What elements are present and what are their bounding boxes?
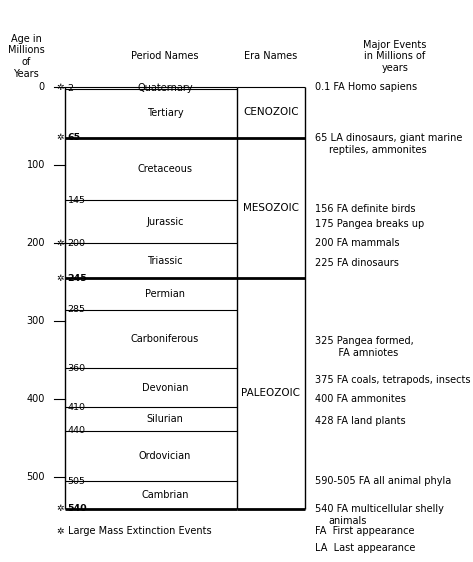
Text: 65 LA dinosaurs, giant marine: 65 LA dinosaurs, giant marine — [315, 133, 462, 143]
Text: 400: 400 — [26, 395, 45, 404]
Text: Age in
Millions
of
Years: Age in Millions of Years — [8, 34, 44, 79]
Text: 2: 2 — [68, 84, 74, 93]
Text: 0: 0 — [39, 82, 45, 92]
Text: 200: 200 — [68, 239, 86, 248]
Text: ✲: ✲ — [57, 133, 64, 142]
Text: Major Events
in Millions of
years: Major Events in Millions of years — [363, 39, 427, 73]
Text: 500: 500 — [26, 473, 45, 482]
Text: Large Mass Extinction Events: Large Mass Extinction Events — [68, 526, 211, 536]
Text: ✲: ✲ — [57, 83, 64, 92]
Text: reptiles, ammonites: reptiles, ammonites — [329, 145, 426, 155]
Text: Cambrian: Cambrian — [141, 490, 189, 500]
Text: Ordovician: Ordovician — [139, 451, 191, 461]
Text: CENOZOIC: CENOZOIC — [243, 107, 298, 117]
Text: 375 FA coals, tetrapods, insects: 375 FA coals, tetrapods, insects — [315, 375, 470, 385]
Text: 360: 360 — [68, 364, 86, 373]
Text: 440: 440 — [68, 426, 86, 435]
Text: Devonian: Devonian — [142, 383, 188, 393]
Text: 145: 145 — [68, 196, 86, 205]
Text: Permian: Permian — [145, 289, 185, 299]
Text: FA amniotes: FA amniotes — [329, 348, 398, 358]
Text: 100: 100 — [26, 160, 45, 170]
Text: 505: 505 — [68, 477, 86, 486]
Text: 245: 245 — [68, 274, 88, 283]
Text: Carboniferous: Carboniferous — [131, 334, 199, 344]
Text: 200 FA mammals: 200 FA mammals — [315, 238, 399, 248]
Text: 0.1 FA Homo sapiens: 0.1 FA Homo sapiens — [315, 82, 417, 92]
Text: LA  Last appearance: LA Last appearance — [315, 543, 415, 553]
Text: animals: animals — [329, 516, 367, 526]
Text: ✲: ✲ — [57, 504, 64, 513]
Text: 200: 200 — [26, 238, 45, 248]
Text: ✲: ✲ — [57, 239, 64, 248]
Text: Quaternary: Quaternary — [137, 83, 193, 93]
Text: Triassic: Triassic — [147, 256, 183, 266]
Text: Period Names: Period Names — [131, 51, 199, 61]
Text: Cretaceous: Cretaceous — [138, 164, 193, 174]
Text: 325 Pangea formed,: 325 Pangea formed, — [315, 336, 413, 346]
Text: Jurassic: Jurassic — [146, 217, 184, 226]
Text: 65: 65 — [68, 133, 81, 142]
Text: ✲: ✲ — [57, 527, 64, 536]
Text: 400 FA ammonites: 400 FA ammonites — [315, 395, 405, 404]
Text: Tertiary: Tertiary — [147, 108, 184, 118]
Text: 300: 300 — [26, 316, 45, 327]
Text: 285: 285 — [68, 305, 86, 314]
Text: FA  First appearance: FA First appearance — [315, 526, 414, 536]
Text: 540: 540 — [68, 504, 87, 513]
Text: MESOZOIC: MESOZOIC — [243, 203, 299, 213]
Text: 410: 410 — [68, 402, 86, 411]
Text: 540 FA multicellular shelly: 540 FA multicellular shelly — [315, 504, 443, 514]
Text: Silurian: Silurian — [147, 414, 184, 424]
Text: 175 Pangea breaks up: 175 Pangea breaks up — [315, 219, 424, 229]
Text: 225 FA dinosaurs: 225 FA dinosaurs — [315, 258, 398, 268]
Text: Era Names: Era Names — [244, 51, 298, 61]
Text: 156 FA definite birds: 156 FA definite birds — [315, 204, 415, 214]
Text: PALEOZOIC: PALEOZOIC — [241, 388, 300, 398]
Text: 590-505 FA all animal phyla: 590-505 FA all animal phyla — [315, 476, 451, 486]
Text: ✲: ✲ — [57, 274, 64, 283]
Text: 428 FA land plants: 428 FA land plants — [315, 416, 405, 426]
